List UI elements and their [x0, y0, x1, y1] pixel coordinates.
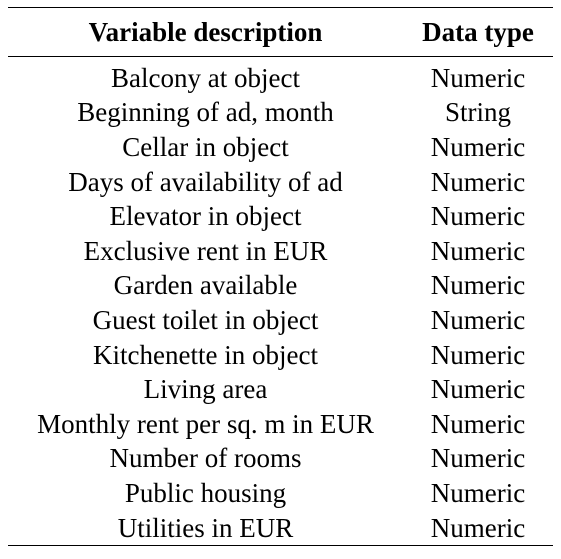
cell-variable-description: Public housing: [124, 477, 287, 508]
header-rule: [8, 56, 553, 57]
cell-data-type: Numeric: [430, 201, 526, 232]
variables-table-container: Variable description Data type Balcony a…: [8, 7, 553, 547]
table-row: Guest toilet in object Numeric: [8, 303, 553, 338]
table-row: Days of availability of ad Numeric: [8, 165, 553, 200]
cell-variable-description: Utilities in EUR: [117, 512, 294, 543]
cell-data-type: Numeric: [430, 62, 526, 93]
cell-data-type: Numeric: [430, 408, 526, 439]
table-row: Beginning of ad, month String: [8, 96, 553, 131]
table-row: Utilities in EUR Numeric: [8, 511, 553, 546]
cell-variable-description: Monthly rent per sq. m in EUR: [37, 408, 374, 439]
table-row: Public housing Numeric: [8, 476, 553, 511]
cell-variable-description: Guest toilet in object: [92, 304, 319, 335]
table-row: Exclusive rent in EUR Numeric: [8, 234, 553, 269]
cell-data-type: Numeric: [430, 512, 526, 543]
header-data-type: Data type: [422, 16, 534, 47]
cell-variable-description: Garden available: [113, 270, 298, 301]
table-row: Kitchenette in object Numeric: [8, 338, 553, 373]
table-row: Cellar in object Numeric: [8, 130, 553, 165]
cell-data-type: Numeric: [430, 339, 526, 370]
cell-variable-description: Cellar in object: [122, 131, 289, 162]
cell-variable-description: Beginning of ad, month: [77, 97, 334, 128]
cell-variable-description: Balcony at object: [111, 62, 300, 93]
header-variable-description: Variable description: [88, 16, 323, 47]
table-row: Living area Numeric: [8, 372, 553, 407]
table-row: Balcony at object Numeric: [8, 57, 553, 96]
cell-data-type: Numeric: [430, 374, 526, 405]
cell-variable-description: Kitchenette in object: [93, 339, 318, 370]
bottom-rule: [8, 545, 553, 547]
cell-data-type: Numeric: [430, 235, 526, 266]
cell-data-type: Numeric: [430, 166, 526, 197]
cell-data-type: Numeric: [430, 131, 526, 162]
table-header-row: Variable description Data type: [8, 8, 553, 56]
cell-data-type: String: [444, 97, 511, 128]
cell-variable-description: Living area: [143, 374, 268, 405]
cell-variable-description: Elevator in object: [109, 201, 302, 232]
cell-variable-description: Days of availability of ad: [68, 166, 343, 197]
variables-table-body: Balcony at object Numeric Beginning of ad,…: [8, 57, 553, 545]
cell-data-type: Numeric: [430, 304, 526, 335]
table-row: Monthly rent per sq. m in EUR Numeric: [8, 407, 553, 442]
table-row: Garden available Numeric: [8, 269, 553, 304]
cell-data-type: Numeric: [430, 270, 526, 301]
cell-data-type: Numeric: [430, 477, 526, 508]
table-row: Number of rooms Numeric: [8, 442, 553, 477]
cell-data-type: Numeric: [430, 443, 526, 474]
cell-variable-description: Exclusive rent in EUR: [83, 235, 328, 266]
table-row: Elevator in object Numeric: [8, 199, 553, 234]
cell-variable-description: Number of rooms: [109, 443, 302, 474]
top-rule: [8, 7, 553, 8]
variables-table: Variable description Data type: [8, 8, 553, 56]
